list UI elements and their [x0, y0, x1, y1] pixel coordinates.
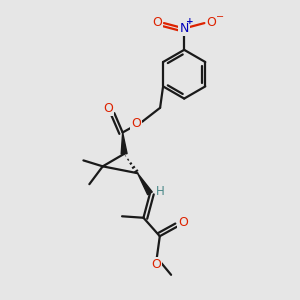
Text: O: O [152, 16, 162, 29]
Text: O: O [178, 216, 188, 229]
Text: N: N [179, 22, 189, 35]
Text: O: O [103, 103, 113, 116]
Text: O: O [207, 16, 217, 29]
Text: +: + [186, 17, 193, 26]
Text: O: O [151, 258, 161, 271]
Polygon shape [121, 133, 127, 154]
Text: H: H [155, 184, 164, 197]
Text: O: O [131, 117, 141, 130]
Text: −: − [216, 12, 224, 22]
Polygon shape [137, 173, 152, 195]
